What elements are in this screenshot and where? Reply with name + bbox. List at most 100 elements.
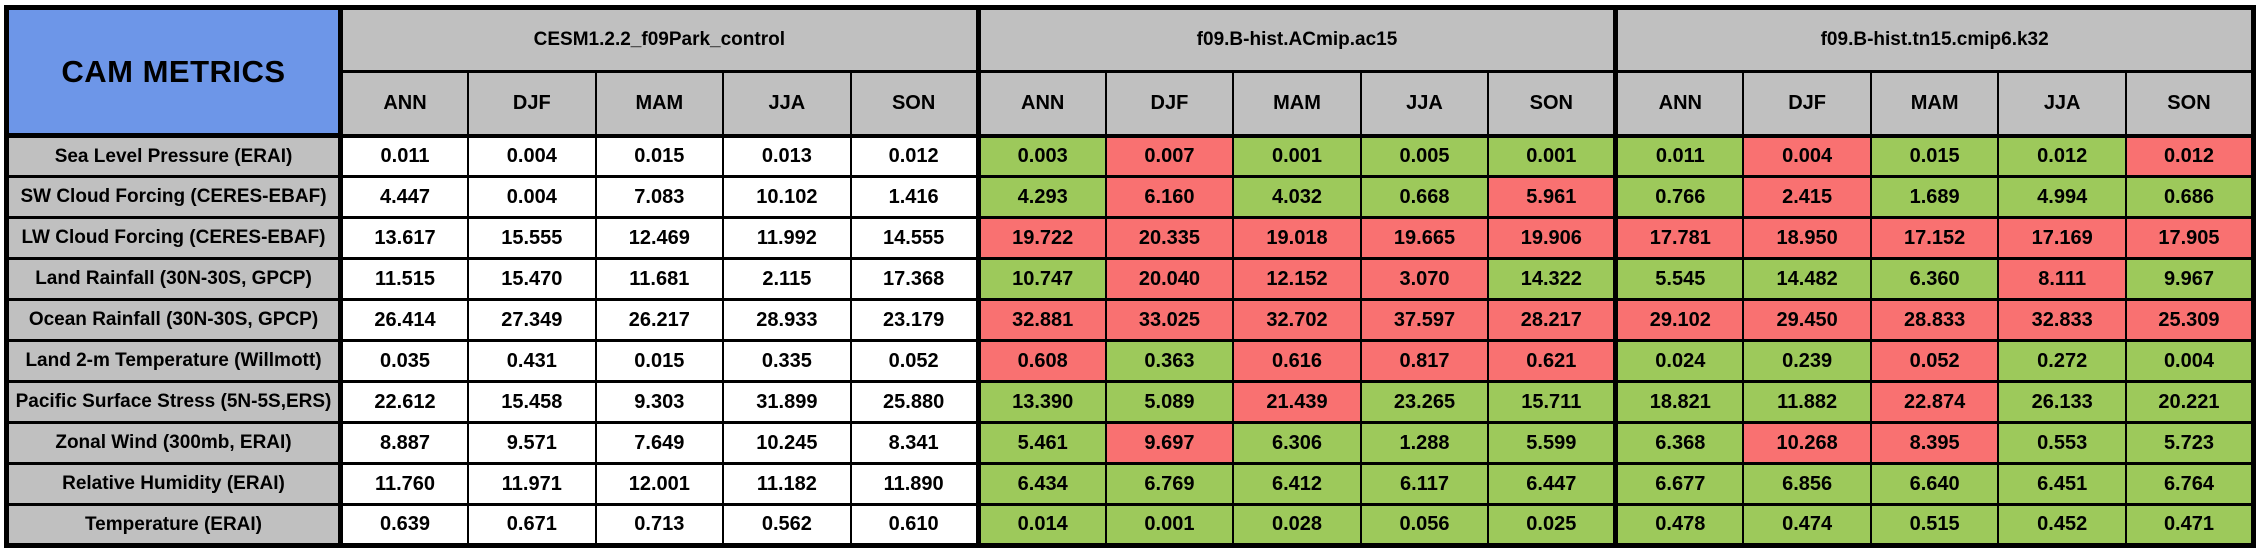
value-cell: 0.616 (1232, 339, 1362, 383)
value-cell: 0.001 (1232, 134, 1362, 178)
value-cell: 6.160 (1104, 175, 1235, 219)
season-header-control-ann: ANN (338, 70, 470, 138)
season-header-k32-son: SON (2124, 70, 2255, 138)
value-cell: 0.272 (1997, 339, 2127, 383)
value-cell: 5.545 (1613, 257, 1745, 301)
value-cell: 9.303 (594, 380, 725, 424)
value-cell: 12.001 (594, 462, 725, 506)
metric-row: Zonal Wind (300mb, ERAI) 8.887 9.571 7.649 1… (5, 421, 2255, 465)
value-cell: 0.553 (1997, 421, 2127, 465)
value-cell: 0.003 (975, 134, 1107, 178)
season-header-control-djf: DJF (467, 70, 597, 138)
season-header-ac15-ann: ANN (975, 70, 1107, 138)
value-cell: 8.395 (1869, 421, 2000, 465)
value-cell: 12.152 (1232, 257, 1362, 301)
group-header-row: CAM METRICS CESM1.2.2_f09Park_control f0… (5, 6, 2255, 138)
season-header-ac15-son: SON (1487, 70, 1617, 138)
metric-label-text: Sea Level Pressure (ERAI) (54, 145, 293, 167)
value-cell: 6.640 (1869, 462, 2000, 506)
metric-label-text: SW Cloud Forcing (CERES-EBAF) (20, 186, 327, 207)
metric-label: Ocean Rainfall (30N-30S, GPCP) (5, 298, 343, 342)
value-cell: 0.015 (1869, 134, 2000, 178)
value-cell: 0.452 (1997, 503, 2127, 547)
metric-row: Relative Humidity (ERAI) 11.760 11.971 12.0… (5, 462, 2255, 506)
value-cell: 6.677 (1613, 462, 1745, 506)
value-cell: 15.555 (467, 216, 597, 260)
table-title: CAM METRICS (5, 6, 343, 138)
group-header-control: CESM1.2.2_f09Park_control (338, 6, 980, 73)
value-cell: 31.899 (722, 380, 852, 424)
value-cell: 5.461 (975, 421, 1107, 465)
value-cell: 0.239 (1742, 339, 1872, 383)
value-cell: 0.478 (1613, 503, 1745, 547)
value-cell: 9.967 (2124, 257, 2255, 301)
metric-label-text: Zonal Wind (300mb, ERAI) (55, 432, 292, 453)
metric-label: Sea Level Pressure (ERAI) (5, 134, 343, 178)
value-cell: 6.856 (1742, 462, 1872, 506)
value-cell: 22.612 (338, 380, 470, 424)
metric-label: SW Cloud Forcing (CERES-EBAF) (5, 175, 343, 219)
value-cell: 15.458 (467, 380, 597, 424)
value-cell: 0.004 (467, 134, 597, 178)
cam-metrics-table: CAM METRICS CESM1.2.2_f09Park_control f0… (4, 5, 2256, 548)
value-cell: 28.933 (722, 298, 852, 342)
value-cell: 4.447 (338, 175, 470, 219)
value-cell: 0.363 (1104, 339, 1235, 383)
value-cell: 10.102 (722, 175, 852, 219)
value-cell: 4.293 (975, 175, 1107, 219)
value-cell: 0.025 (1487, 503, 1617, 547)
value-cell: 22.874 (1869, 380, 2000, 424)
value-cell: 0.562 (722, 503, 852, 547)
metric-label-text: Land Rainfall (30N-30S, GPCP) (35, 268, 312, 289)
metric-label: Land 2-m Temperature (Willmott) (5, 339, 343, 383)
value-cell: 0.668 (1359, 175, 1490, 219)
value-cell: 4.032 (1232, 175, 1362, 219)
value-cell: 32.881 (975, 298, 1107, 342)
metric-label-text: Pacific Surface Stress (5N-5S,ERS) (15, 391, 332, 412)
value-cell: 0.515 (1869, 503, 2000, 547)
metric-label-text: LW Cloud Forcing (CERES-EBAF) (21, 227, 326, 248)
value-cell: 6.117 (1359, 462, 1490, 506)
value-cell: 0.608 (975, 339, 1107, 383)
value-cell: 0.001 (1104, 503, 1235, 547)
season-header-k32-djf: DJF (1742, 70, 1872, 138)
value-cell: 5.089 (1104, 380, 1235, 424)
value-cell: 0.621 (1487, 339, 1617, 383)
value-cell: 0.713 (594, 503, 725, 547)
season-header-control-son: SON (849, 70, 980, 138)
value-cell: 6.306 (1232, 421, 1362, 465)
value-cell: 29.450 (1742, 298, 1872, 342)
metric-row: Sea Level Pressure (ERAI) 0.011 0.004 0.015… (5, 134, 2255, 178)
metric-row: Land 2-m Temperature (Willmott) 0.035 0.43… (5, 339, 2255, 383)
value-cell: 17.152 (1869, 216, 2000, 260)
group-header-ac15: f09.B-hist.ACmip.ac15 (975, 6, 1617, 73)
value-cell: 32.833 (1997, 298, 2127, 342)
value-cell: 10.245 (722, 421, 852, 465)
metric-row: Temperature (ERAI) 0.639 0.671 0.713 0.562 0.… (5, 503, 2255, 547)
season-header-k32-jja: JJA (1997, 70, 2127, 138)
metric-row: Pacific Surface Stress (5N-5S,ERS) 22.612… (5, 380, 2255, 424)
season-header-control-jja: JJA (722, 70, 852, 138)
value-cell: 6.769 (1104, 462, 1235, 506)
value-cell: 17.368 (849, 257, 980, 301)
value-cell: 6.434 (975, 462, 1107, 506)
value-cell: 0.474 (1742, 503, 1872, 547)
group-header-k32: f09.B-hist.tn15.cmip6.k32 (1613, 6, 2255, 73)
value-cell: 13.390 (975, 380, 1107, 424)
value-cell: 4.994 (1997, 175, 2127, 219)
value-cell: 5.599 (1487, 421, 1617, 465)
season-header-row: ANN DJF MAM JJA SON ANN DJF MAM JJA SON ANN DJF MAM J… (7, 70, 2255, 138)
value-cell: 0.471 (2124, 503, 2255, 547)
value-cell: 5.723 (2124, 421, 2255, 465)
value-cell: 25.309 (2124, 298, 2255, 342)
value-cell: 23.179 (849, 298, 980, 342)
value-cell: 0.004 (1742, 134, 1872, 178)
value-cell: 3.070 (1359, 257, 1490, 301)
metric-label: Zonal Wind (300mb, ERAI) (5, 421, 343, 465)
value-cell: 19.018 (1232, 216, 1362, 260)
value-cell: 10.268 (1742, 421, 1872, 465)
metric-label: Temperature (ERAI) (5, 503, 343, 547)
value-cell: 8.887 (338, 421, 470, 465)
value-cell: 0.056 (1359, 503, 1490, 547)
value-cell: 29.102 (1613, 298, 1745, 342)
